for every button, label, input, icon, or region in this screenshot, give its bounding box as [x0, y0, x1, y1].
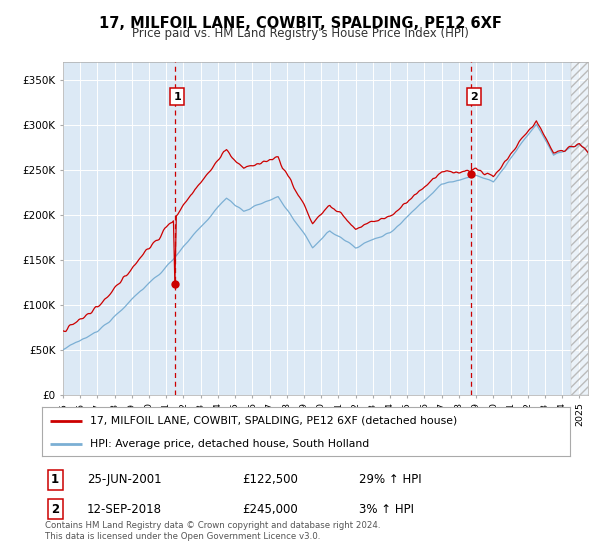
Text: 17, MILFOIL LANE, COWBIT, SPALDING, PE12 6XF (detached house): 17, MILFOIL LANE, COWBIT, SPALDING, PE12…: [89, 416, 457, 426]
Text: 29% ↑ HPI: 29% ↑ HPI: [359, 473, 421, 487]
Text: £245,000: £245,000: [242, 502, 298, 516]
Text: 3% ↑ HPI: 3% ↑ HPI: [359, 502, 414, 516]
Text: 2: 2: [51, 502, 59, 516]
Text: Price paid vs. HM Land Registry's House Price Index (HPI): Price paid vs. HM Land Registry's House …: [131, 27, 469, 40]
Text: 1: 1: [51, 473, 59, 487]
Text: HPI: Average price, detached house, South Holland: HPI: Average price, detached house, Sout…: [89, 439, 369, 449]
Text: £122,500: £122,500: [242, 473, 299, 487]
Text: 12-SEP-2018: 12-SEP-2018: [87, 502, 162, 516]
Text: 2: 2: [470, 92, 478, 101]
Text: Contains HM Land Registry data © Crown copyright and database right 2024.
This d: Contains HM Land Registry data © Crown c…: [44, 521, 380, 541]
Text: 1: 1: [173, 92, 181, 101]
Text: 25-JUN-2001: 25-JUN-2001: [87, 473, 161, 487]
Text: 17, MILFOIL LANE, COWBIT, SPALDING, PE12 6XF: 17, MILFOIL LANE, COWBIT, SPALDING, PE12…: [98, 16, 502, 31]
